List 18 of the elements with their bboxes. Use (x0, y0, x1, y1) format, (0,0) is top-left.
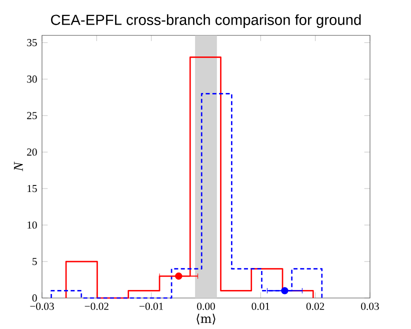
x-axis-title: ⟨m⟩ (196, 314, 216, 324)
x-tick-label: 0.02 (306, 302, 324, 310)
chart-title: CEA-EPFL cross-branch comparison for ground (51, 14, 361, 28)
y-tick-label: 30 (27, 76, 37, 83)
x-tick-label: −0.01 (140, 302, 164, 310)
y-tick-label: 25 (27, 112, 37, 120)
y-axis-title: N (14, 162, 23, 172)
y-tick-label: 5 (32, 258, 37, 266)
x-tick-label: 0.01 (252, 302, 270, 310)
x-tick-label: 0.03 (361, 302, 379, 310)
y-tick-label: 10 (28, 221, 37, 229)
y-tick-label: 0 (32, 294, 37, 302)
x-tick-label: 0.00 (197, 302, 215, 310)
y-tick-label: 35 (27, 39, 37, 46)
x-tick-label: −0.02 (84, 302, 108, 310)
y-tick-label: 15 (28, 184, 37, 192)
x-tick-label: −0.03 (30, 302, 54, 310)
y-tick-label: 20 (27, 148, 37, 156)
